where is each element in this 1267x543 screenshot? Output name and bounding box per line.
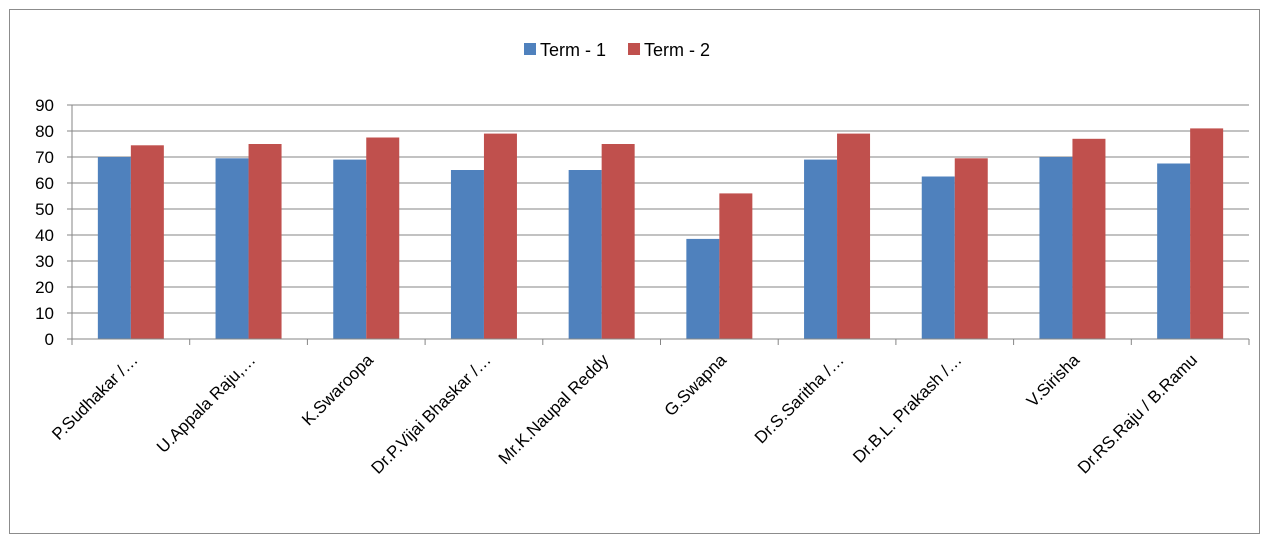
x-tick-label: U.Appala Raju,… xyxy=(153,350,259,456)
bar-term-2 xyxy=(954,158,988,339)
x-tick-label: Mr.K.Naupal Reddy xyxy=(495,350,613,468)
bar-term-2 xyxy=(366,137,400,339)
bar-term-2 xyxy=(483,133,517,339)
y-tick-label: 70 xyxy=(35,148,54,167)
bar-term-1 xyxy=(97,157,131,339)
bar-term-1 xyxy=(450,170,484,339)
y-tick-label: 40 xyxy=(35,226,54,245)
legend: Term - 1 Term - 2 xyxy=(524,40,710,60)
bar-term-1 xyxy=(568,170,602,339)
y-tick-label: 80 xyxy=(35,122,54,141)
legend-item-term-2: Term - 2 xyxy=(628,40,710,60)
bar-term-1 xyxy=(333,159,367,339)
bar-term-2 xyxy=(130,145,164,339)
y-tick-label: 90 xyxy=(35,96,54,115)
x-axis-tick-labels: P.Sudhakar /… U.Appala Raju,… K.SwaroopaDr… xyxy=(48,350,1201,478)
legend-label: Term - 1 xyxy=(540,40,606,60)
y-tick-label: 60 xyxy=(35,174,54,193)
y-axis-tick-labels: 0 10 20 30 40 50 60 70 80 90 xyxy=(35,96,54,349)
bar-term-2 xyxy=(248,144,282,339)
bar-term-1 xyxy=(804,159,838,339)
bar-term-2 xyxy=(837,133,871,339)
x-tick-label: G.Swapna xyxy=(661,350,731,420)
y-tick-label: 0 xyxy=(45,330,54,349)
x-tick-label: Dr.RS.Raju / B.Ramu xyxy=(1074,350,1201,477)
y-tick-label: 50 xyxy=(35,200,54,219)
bar-term-1 xyxy=(1039,157,1073,339)
x-tick-label: P.Sudhakar /… xyxy=(48,350,141,443)
axes xyxy=(67,104,1250,345)
bar-term-1 xyxy=(921,176,955,339)
legend-swatch xyxy=(524,43,536,55)
bar-term-2 xyxy=(719,193,753,339)
legend-item-term-1: Term - 1 xyxy=(524,40,606,60)
bar-term-1 xyxy=(686,238,720,339)
bar-term-2 xyxy=(601,144,635,339)
x-tick-label: Dr.P.Vijai Bhaskar /… xyxy=(368,350,495,477)
bars xyxy=(97,128,1224,339)
legend-label: Term - 2 xyxy=(644,40,710,60)
y-tick-label: 20 xyxy=(35,278,54,297)
y-tick-label: 30 xyxy=(35,252,54,271)
bar-term-2 xyxy=(1190,128,1224,339)
bar-term-2 xyxy=(1072,138,1106,339)
bar-term-1 xyxy=(215,158,249,339)
x-tick-label: Dr.B.L. Prakash /… xyxy=(849,350,965,466)
x-tick-label: Dr.S.Saritha /… xyxy=(751,350,848,447)
y-tick-label: 10 xyxy=(35,304,54,323)
legend-swatch xyxy=(628,43,641,55)
x-tick-label: V.Sirisha xyxy=(1023,350,1084,411)
bar-term-1 xyxy=(1157,163,1191,339)
x-tick-label: K.Swaroopa xyxy=(298,350,377,429)
